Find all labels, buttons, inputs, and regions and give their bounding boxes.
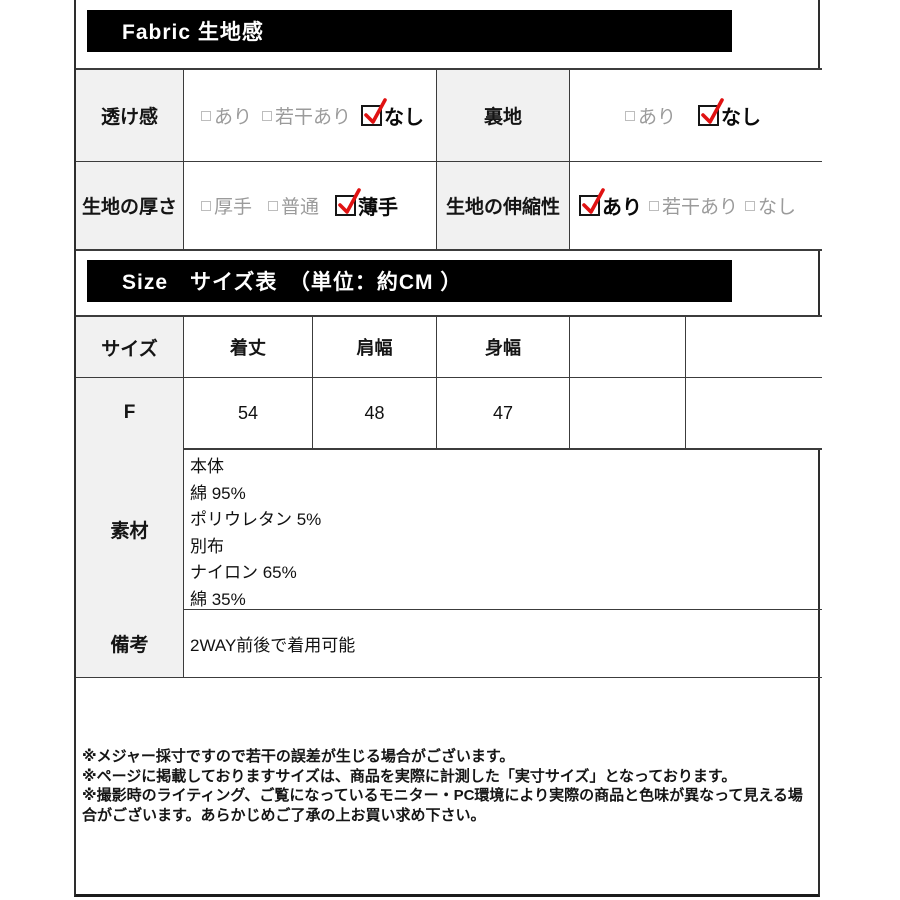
size-value-empty [570,378,686,448]
material-label: 素材 [76,446,184,613]
option-usude-checked: 薄手 [335,188,398,220]
option-ari: あり [201,102,252,129]
fabric-row-label-sheer: 透け感 [76,70,184,162]
size-col-header-empty [686,317,822,378]
fabric-options-sheer: あり 若干あり なし [184,70,437,162]
option-ari-checked: あり [579,188,642,220]
disclaimer-line: ※ページに掲載しておりますサイズは、商品を実際に計測した「実寸サイズ」となってお… [82,767,737,785]
fabric-section-title-bar: Fabric 生地感 [87,10,732,52]
checkbox-unchecked-icon [262,110,273,121]
material-row: 素材 本体 綿 95% ポリウレタン 5% 別布 ナイロン 65% 綿 35% [76,446,822,613]
size-value-width: 47 [437,378,570,448]
fabric-options-stretch: あり 若干あり なし [570,162,822,249]
size-col-header-empty [570,317,686,378]
option-futsuu: 普通 [268,192,319,219]
disclaimer-box: ※メジャー採寸ですので若干の誤差が生じる場合がございます。 ※ページに掲載してお… [76,678,822,897]
size-col-header-width: 身幅 [437,317,570,378]
fabric-row-label-lining: 裏地 [437,70,570,162]
checkbox-unchecked-icon [745,200,756,211]
checkbox-checked-icon [335,188,361,216]
material-content: 本体 綿 95% ポリウレタン 5% 別布 ナイロン 65% 綿 35% [184,446,822,613]
option-jakkan-ari: 若干あり [649,192,738,219]
size-value-length: 54 [184,378,313,448]
remarks-row: 備考 2WAY前後で着用可能 [76,610,822,678]
material-line: 綿 95% [190,483,246,503]
material-line: 本体 [190,457,224,476]
size-col-header-length: 着丈 [184,317,313,378]
size-value-empty [686,378,822,448]
fabric-options-lining: あり なし [570,70,822,162]
option-jakkan-ari: 若干あり [262,102,351,129]
size-col-header-shoulder: 肩幅 [313,317,437,378]
fabric-row-label-stretch: 生地の伸縮性 [437,162,570,249]
material-line: ポリウレタン 5% [190,510,322,529]
size-col-header-size: サイズ [76,317,184,378]
checkbox-checked-icon [361,98,387,126]
material-line: ナイロン 65% [190,563,297,582]
remarks-label: 備考 [76,610,184,677]
size-section-title-bar: Size サイズ表 （単位：約CM ） [87,260,732,302]
material-line: 綿 35% [190,589,246,609]
disclaimer-line: ※撮影時のライティング、ご覧になっているモニター・PC環境により実際の商品と色味… [82,787,803,824]
option-nashi: なし [745,192,796,219]
fabric-options-thickness: 厚手 普通 薄手 [184,162,437,249]
fabric-section-title: Fabric 生地感 [122,21,264,44]
checkbox-unchecked-icon [201,110,211,121]
option-ari: あり [625,102,676,129]
disclaimer-line: ※メジャー採寸ですので若干の誤差が生じる場合がございます。 [82,748,515,765]
checkbox-unchecked-icon [649,200,659,211]
checkbox-checked-icon [698,98,724,126]
checkbox-unchecked-icon [201,200,211,211]
fabric-table: 透け感 あり 若干あり なし 裏地 [76,68,822,251]
page-container: Fabric 生地感 透け感 あり 若干あり なし [74,0,822,897]
option-nashi-checked: なし [361,98,424,130]
remarks-content: 2WAY前後で着用可能 [190,636,356,655]
option-atsude: 厚手 [201,192,252,219]
checkbox-unchecked-icon [625,110,635,121]
size-table: サイズ 着丈 肩幅 身幅 F 54 48 47 [76,315,822,450]
size-value-size: F [76,378,184,448]
size-section-title: Size サイズ表 （単位：約CM ） [122,271,463,294]
material-line: 別布 [190,536,224,556]
option-nashi-checked: なし [698,98,761,130]
checkbox-unchecked-icon [268,200,279,211]
size-value-shoulder: 48 [313,378,437,448]
fabric-row-label-thickness: 生地の厚さ [76,162,184,249]
checkbox-checked-icon [579,188,605,216]
